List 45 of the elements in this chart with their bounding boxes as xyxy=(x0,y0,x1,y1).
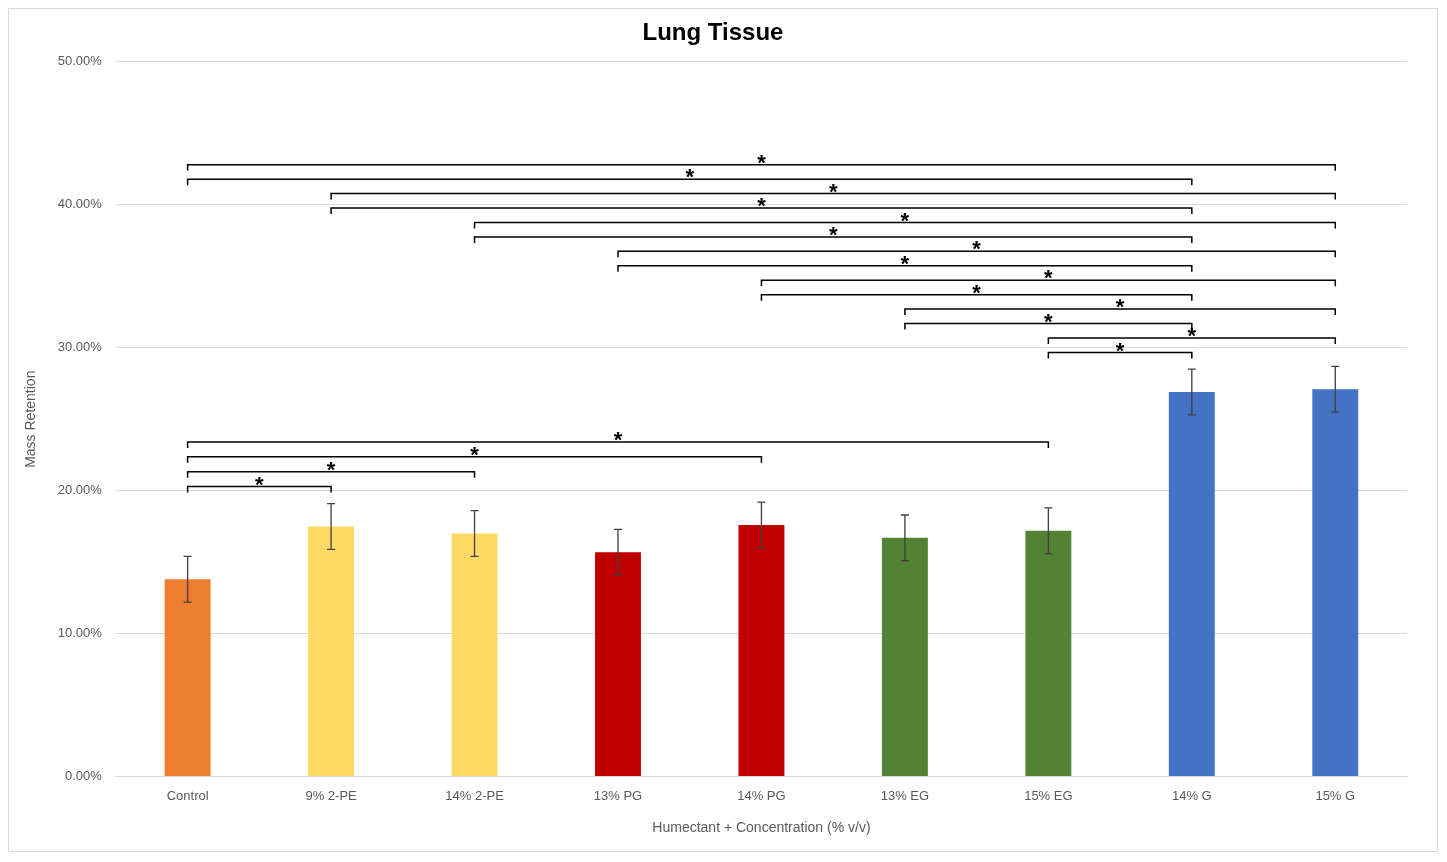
y-axis-title: Mass Retention xyxy=(22,370,39,468)
x-tick-label: 14% PG xyxy=(737,787,786,803)
bar xyxy=(1168,392,1215,777)
annotation: * xyxy=(1044,308,1054,334)
bar xyxy=(738,524,785,777)
bar xyxy=(164,579,211,777)
x-tick-label: 13% PG xyxy=(593,787,643,803)
annotation: * xyxy=(613,427,623,453)
annotation: * xyxy=(828,178,838,204)
annotation: * xyxy=(900,250,910,276)
x-tick-label: 13% EG xyxy=(880,787,930,803)
y-tick-label: 50.00% xyxy=(57,53,103,69)
x-tick-label: 9% 2-PE xyxy=(305,787,358,803)
x-tick-label: 14% 2-PE xyxy=(445,787,505,803)
annotation: * xyxy=(757,193,767,219)
annotation: * xyxy=(1187,323,1197,349)
x-tick-label: Control xyxy=(166,787,209,803)
chart-title: Lung Tissue xyxy=(642,18,784,46)
bar xyxy=(1025,530,1072,777)
bar xyxy=(308,526,355,777)
y-tick-label: 10.00% xyxy=(57,625,103,641)
annotation: * xyxy=(900,207,910,233)
y-tick-label: 20.00% xyxy=(57,482,103,498)
y-tick-label: 30.00% xyxy=(57,339,103,355)
bar xyxy=(1312,389,1359,777)
x-tick-label: 15% G xyxy=(1315,787,1356,803)
annotation: * xyxy=(685,164,695,190)
x-tick-label: 15% EG xyxy=(1024,787,1073,803)
bar xyxy=(451,533,498,777)
x-tick-label: 14% G xyxy=(1171,787,1212,803)
annotation: * xyxy=(972,236,982,262)
x-axis-title: Humectant + Concentration (% v/v) xyxy=(652,819,871,836)
annotation: * xyxy=(757,149,767,175)
annotation: * xyxy=(326,456,336,482)
annotation: * xyxy=(255,471,265,497)
annotation: * xyxy=(1115,337,1125,363)
annotation: * xyxy=(1115,294,1125,320)
bar xyxy=(881,537,928,777)
annotation: * xyxy=(1044,265,1054,291)
y-tick-label: 0.00% xyxy=(65,768,103,784)
annotation: * xyxy=(828,221,838,247)
annotation: * xyxy=(470,441,480,467)
y-tick-label: 40.00% xyxy=(57,196,103,212)
bar xyxy=(595,552,641,777)
annotation: * xyxy=(972,279,982,305)
